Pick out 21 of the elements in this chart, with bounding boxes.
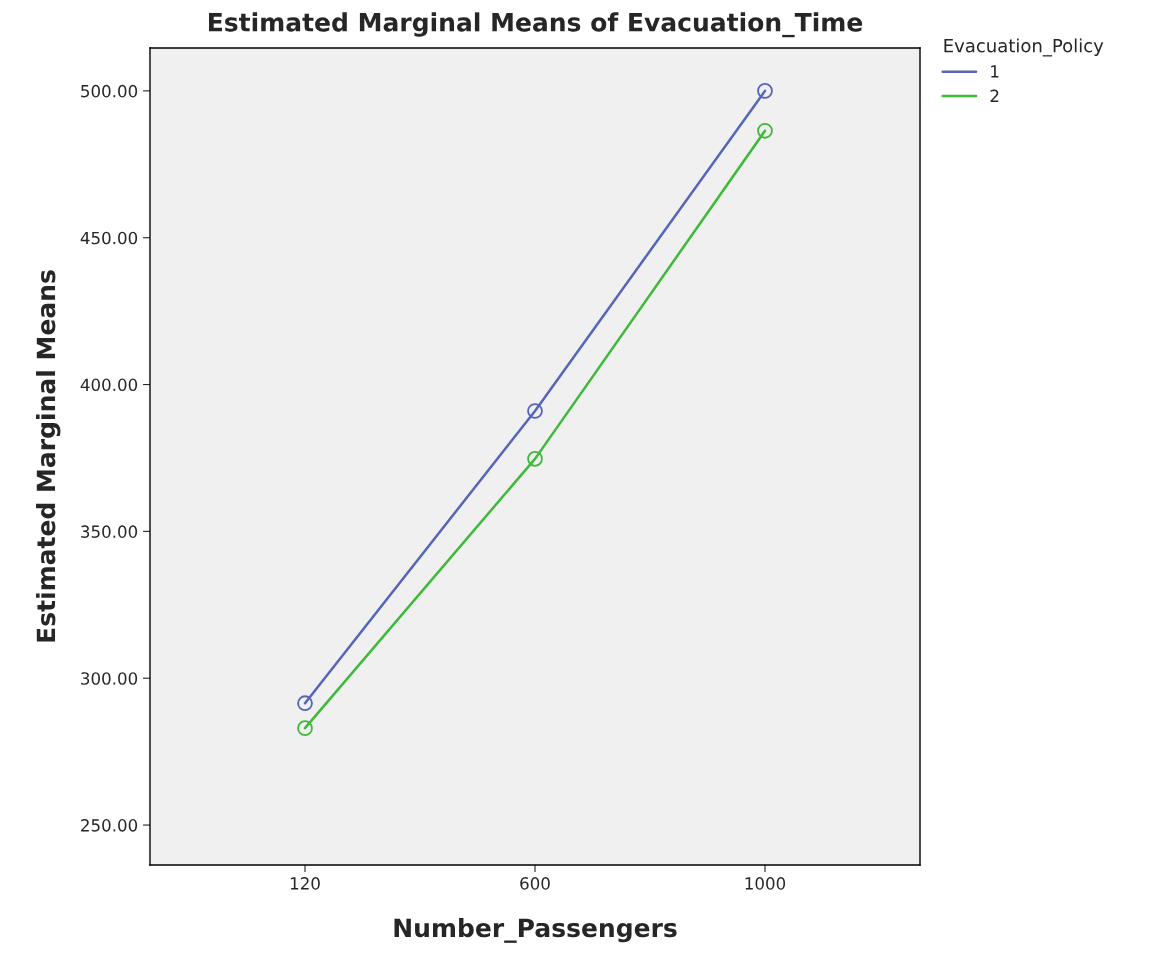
- point: [757, 83, 773, 99]
- point: [297, 720, 313, 736]
- point: [297, 695, 313, 712]
- legend-label: 1: [991, 65, 999, 78]
- point: [527, 403, 543, 419]
- x-axis-title: Number_Passengers: [394, 917, 677, 943]
- point: [757, 122, 773, 139]
- x-tick-label: 1000: [745, 877, 786, 890]
- y-tick-label: 250.00: [81, 819, 138, 832]
- x-tick-label: 600: [520, 877, 550, 890]
- point: [527, 451, 543, 467]
- legend-label: 2: [990, 89, 999, 102]
- y-tick-label: 350.00: [81, 525, 138, 538]
- y-tick-label: 300.00: [81, 672, 138, 685]
- x-tick-label: 120: [290, 877, 320, 890]
- legend-title: Evacuation_Policy: [944, 38, 1104, 57]
- chart-title: Estimated Marginal Means of Evacuation_Time: [209, 12, 863, 38]
- y-axis-title: Estimated Marginal Means: [36, 270, 61, 642]
- y-tick-label: 450.00: [80, 231, 138, 245]
- y-tick-label: 400.00: [80, 378, 138, 392]
- y-tick-label: 500.00: [81, 84, 138, 98]
